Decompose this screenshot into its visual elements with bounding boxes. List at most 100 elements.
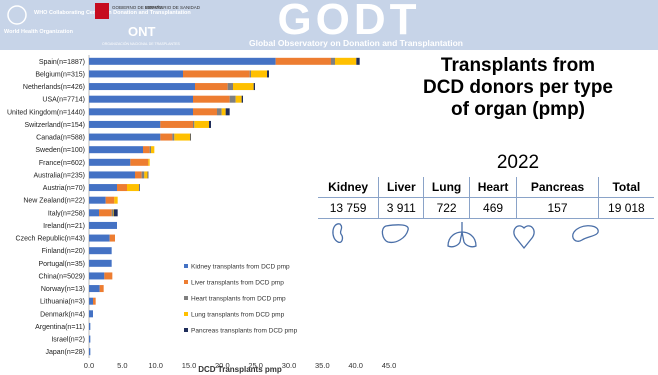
x-tick-label: 45.0 [382, 361, 397, 370]
bar-segment [229, 95, 236, 103]
x-tick-label: 25.0 [248, 361, 263, 370]
gov-label: GOBIERNO DE ESPAÑA [112, 4, 163, 10]
y-tick-label: Italy(n=258) [48, 210, 85, 217]
y-tick-label: Spain(n=1887) [39, 59, 85, 66]
y-tick-label: Czech Republic(n=43) [16, 236, 85, 243]
bar-segment [217, 108, 222, 116]
table-header: Pancreas [516, 177, 599, 198]
x-tick-label: 10.0 [148, 361, 163, 370]
y-tick-label: France(n=602) [39, 160, 85, 167]
y-tick-label: Belgium(n=315) [35, 71, 85, 78]
x-axis-title: DCD Transplants pmp [198, 365, 282, 374]
bar-segment [105, 196, 115, 204]
x-tick-label: 0.0 [84, 361, 94, 370]
lung-icon [447, 222, 477, 248]
bar-segment [225, 108, 230, 116]
bar-segment [89, 120, 161, 128]
bar-segment [235, 95, 242, 103]
ont-full: ORGANIZACIÓN NACIONAL DE TRASPLANTES [102, 41, 180, 46]
ministry-label: MINISTERIO DE SANIDAD [145, 5, 201, 10]
bar-segment [356, 57, 360, 65]
legend-swatch [184, 280, 188, 284]
legend-swatch [184, 264, 188, 268]
y-tick-label: Australia(n=235) [33, 172, 85, 179]
bar-segment [275, 57, 331, 65]
y-tick-label: Portugal(n=35) [38, 261, 85, 268]
organ-icons [332, 222, 599, 250]
table-header-row: Kidney Liver Lung Heart Pancreas Total [318, 177, 654, 198]
bar-segment [160, 133, 173, 141]
bar-segment [160, 120, 193, 128]
legend-label: Liver transplants from DCD pmp [191, 280, 284, 287]
y-tick-label: Switzerland(n=154) [24, 122, 85, 129]
chart-subtitle: 2022 [496, 152, 540, 173]
bar-segment [194, 120, 209, 128]
x-tick-label: 20.0 [215, 361, 230, 370]
y-tick-label: Ireland(n=21) [43, 223, 85, 230]
bar-segment [149, 146, 151, 154]
bar-segment [89, 158, 131, 166]
x-tick-label: 5.0 [117, 361, 127, 370]
bar-segment [195, 83, 228, 91]
liver-icon [381, 224, 409, 244]
bar-segment [89, 310, 93, 318]
spain-shield [95, 3, 109, 19]
legend-label: Heart transplants from DCD pmp [191, 296, 286, 303]
bar-segment [89, 348, 91, 356]
table-header: Total [597, 177, 654, 198]
bar-segment [147, 171, 149, 179]
bar-segment [190, 133, 191, 141]
who-emblem [7, 5, 27, 25]
y-tick-label: Sweden(n=100) [35, 147, 85, 154]
header-band [0, 0, 658, 50]
bar-segment [143, 146, 150, 154]
godt-logo: GODT [277, 0, 420, 44]
x-tick-label: 30.0 [282, 361, 297, 370]
legend-label: Pancreas transplants from DCD pmp [191, 328, 298, 335]
bar-segment [127, 184, 139, 192]
bar-segment [251, 70, 267, 78]
bar-segment [89, 196, 106, 204]
bar-segment [253, 83, 255, 91]
bar-segment [89, 184, 117, 192]
x-tick-label: 15.0 [182, 361, 197, 370]
bar-segment [144, 171, 148, 179]
y-tick-label: Japan(n=28) [45, 349, 85, 356]
bar-segment [249, 70, 251, 78]
y-tick-label: China(n=5029) [38, 273, 85, 280]
bar-segment [89, 221, 117, 229]
table-header: Liver [378, 177, 424, 198]
bar-segment [172, 133, 175, 141]
legend-swatch [184, 312, 188, 316]
ont-logo: ONT [128, 24, 156, 39]
bar-segment [99, 209, 112, 217]
bar-segment [111, 209, 113, 217]
bar-segment [227, 83, 233, 91]
y-tick-label: Denmark(n=4) [40, 311, 85, 318]
bar-segment [89, 133, 161, 141]
y-tick-label: Finland(n=20) [42, 248, 85, 255]
bar-segment [193, 95, 230, 103]
who-name: World Health Organization [4, 29, 74, 35]
legend-label: Lung transplants from DCD pmp [191, 312, 285, 319]
table-cell: 722 [423, 197, 470, 219]
legend-label: Kidney transplants from DCD pmp [191, 264, 290, 271]
y-tick-label: New Zealand(n=22) [23, 198, 85, 205]
table-header: Kidney [318, 177, 379, 198]
bar-segment [89, 83, 195, 91]
bar-segment [193, 120, 195, 128]
bar-segment [221, 108, 226, 116]
bar-segment [89, 297, 93, 305]
heart-icon [513, 225, 535, 250]
bar-segment [89, 247, 112, 255]
table-row: 13 759 3 911 722 469 157 19 018 [318, 197, 654, 219]
bar-segment [139, 184, 140, 192]
bar-segment [130, 158, 149, 166]
bar-segment [114, 196, 118, 204]
bar-segment [141, 171, 145, 179]
legend-swatch [184, 296, 188, 300]
bar-segment [89, 285, 100, 293]
bar-segment [331, 57, 335, 65]
